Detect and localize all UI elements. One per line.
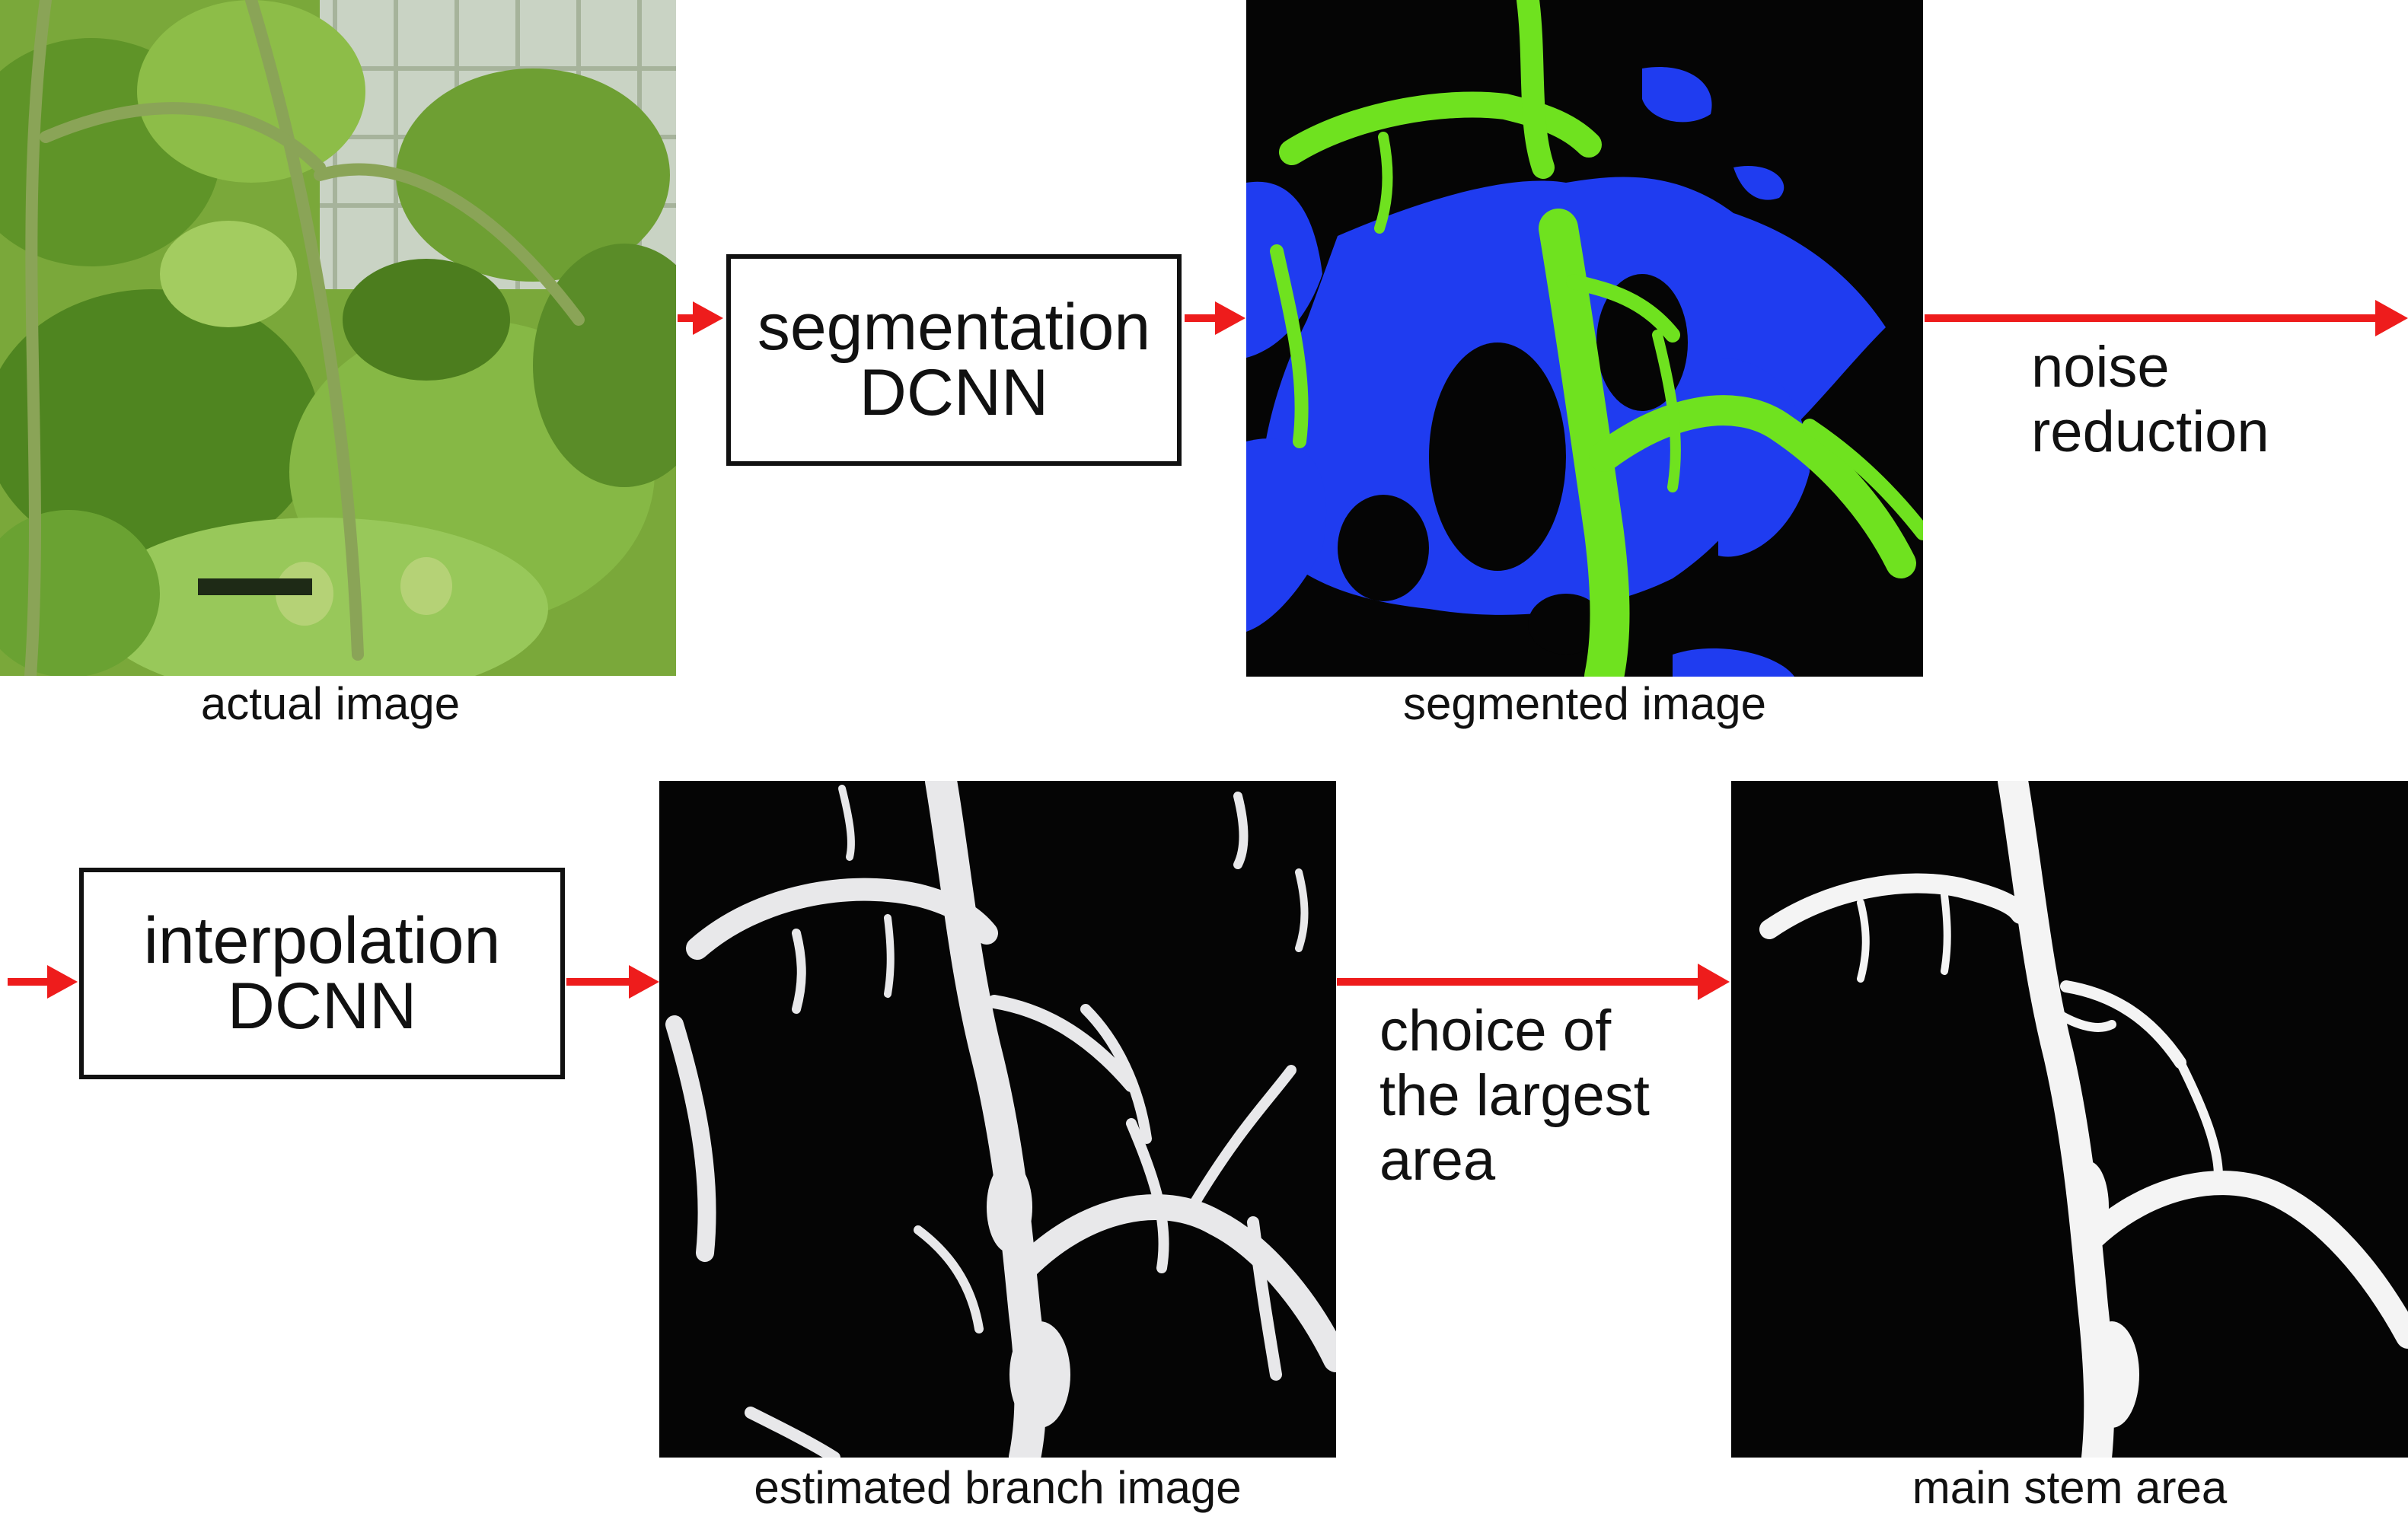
choice-label-line1: choice of <box>1379 999 1612 1063</box>
segmented-image-caption: segmented image <box>1403 678 1766 729</box>
main-stem-area-panel <box>1731 781 2408 1458</box>
actual-image <box>0 0 676 676</box>
noise-reduction-label: noise reduction <box>2031 335 2269 464</box>
choice-largest-area-label: choice of the largest area <box>1379 999 1650 1193</box>
choice-label-line2: the largest <box>1379 1063 1650 1129</box>
arrow-branch-to-main-stem <box>1337 964 1730 1000</box>
arrow-interpolation-to-branch <box>566 965 659 999</box>
segmented-image-panel <box>1246 0 1923 677</box>
noise-label-line2: reduction <box>2031 400 2269 465</box>
choice-label-line3: area <box>1379 1128 1496 1193</box>
segmented-image <box>1246 0 1923 677</box>
arrow-segmented-to-noise-reduction <box>1925 300 2408 336</box>
actual-image-caption: actual image <box>200 678 461 729</box>
estimated-branch-image-panel <box>659 781 1336 1458</box>
arrow-actual-to-segmentation <box>678 301 723 335</box>
segmentation-box-line2: DCNN <box>859 356 1049 429</box>
estimated-branch-image-caption: estimated branch image <box>754 1462 1242 1513</box>
interpolation-dcnn-box: interpolation DCNN <box>79 868 565 1079</box>
main-stem-area-image <box>1731 781 2408 1458</box>
arrow-segmentation-to-segmented <box>1185 301 1245 335</box>
interpolation-box-line2: DCNN <box>227 970 417 1043</box>
main-stem-area-caption: main stem area <box>1912 1462 2228 1513</box>
segmentation-box-line1: segmentation <box>757 291 1151 364</box>
actual-image-panel <box>0 0 676 676</box>
interpolation-box-line1: interpolation <box>143 904 501 977</box>
noise-label-line1: noise <box>2031 335 2170 400</box>
segmentation-dcnn-box: segmentation DCNN <box>726 254 1182 466</box>
estimated-branch-image <box>659 781 1336 1458</box>
arrow-into-interpolation <box>8 965 78 999</box>
